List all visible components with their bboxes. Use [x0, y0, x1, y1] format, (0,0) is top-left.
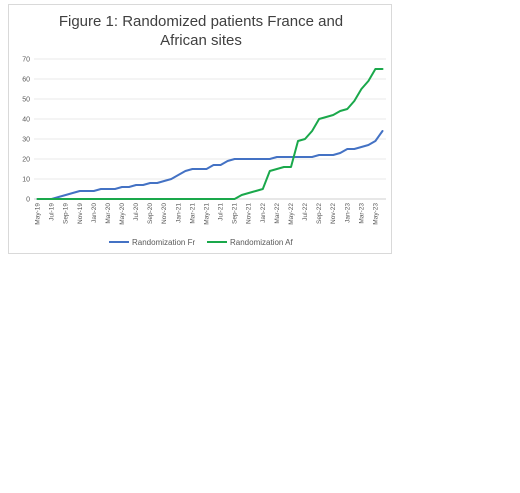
x-tick-label: Sep-22 [316, 203, 323, 224]
x-tick-label: Jul-22 [302, 203, 309, 221]
y-tick-label: 50 [22, 97, 30, 104]
x-tick-label: Sep-21 [232, 203, 239, 224]
y-tick-label: 30 [22, 137, 30, 144]
x-tick-label: Sep-19 [63, 203, 70, 224]
x-tick-label: Jan-22 [260, 203, 267, 223]
x-tick-label: Sep-20 [147, 203, 154, 224]
x-tick-label: Nov-22 [330, 203, 337, 224]
x-tick-label: Mar-22 [274, 203, 281, 224]
x-tick-label: Jan-21 [175, 203, 182, 223]
x-tick-label: Nov-21 [246, 203, 253, 224]
legend-label: Randomization Af [230, 238, 293, 247]
x-tick-label: Mar-21 [189, 203, 196, 224]
y-tick-label: 70 [22, 57, 30, 64]
chart-frame: Figure 1: Randomized patients France and… [8, 4, 392, 254]
y-tick-label: 10 [22, 177, 30, 184]
series-line-1 [36, 130, 384, 200]
x-tick-label: Mar-23 [358, 203, 365, 224]
x-tick-label: Jul-20 [133, 203, 140, 221]
legend-label: Randomization Fr [132, 238, 195, 247]
x-tick-label: Nov-19 [77, 203, 84, 224]
y-tick-label: 0 [26, 197, 30, 204]
x-tick-label: Jul-21 [218, 203, 225, 221]
x-tick-label: May-23 [372, 203, 379, 225]
x-tick-label: May-21 [203, 203, 210, 225]
y-tick-label: 20 [22, 157, 30, 164]
x-tick-label: Mar-20 [105, 203, 112, 224]
x-tick-label: Nov-20 [161, 203, 168, 224]
y-tick-label: 60 [22, 77, 30, 84]
series-line-2 [36, 68, 384, 200]
x-tick-label: May-22 [288, 203, 295, 225]
y-tick-label: 40 [22, 117, 30, 124]
x-tick-label: Jul-19 [49, 203, 56, 221]
chart-title-line2: African sites [160, 32, 242, 49]
x-tick-label: Jan-20 [91, 203, 98, 223]
chart-title-line1: Figure 1: Randomized patients France and [59, 13, 343, 30]
x-tick-label: Jan-23 [344, 203, 351, 223]
x-tick-label: May-20 [119, 203, 126, 225]
line-chart: Figure 1: Randomized patients France and… [22, 13, 386, 247]
x-tick-label: May-19 [35, 203, 42, 225]
